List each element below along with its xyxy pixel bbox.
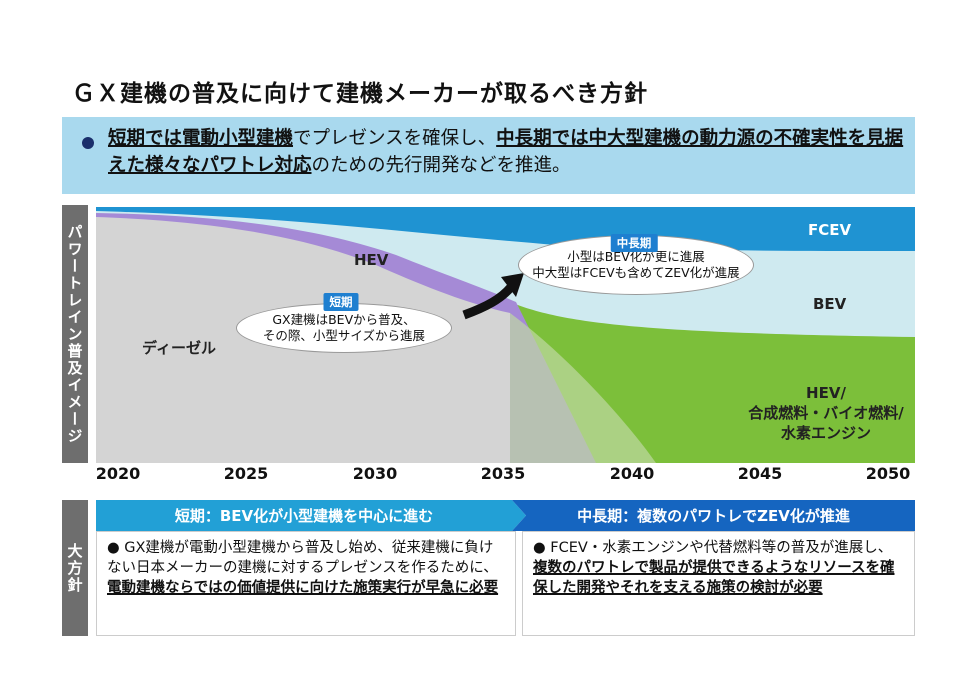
long-term-header-text: 中長期：複数のパワトレでZEV化が推進 <box>577 507 850 525</box>
policy-side-label: 大方針 <box>62 500 88 636</box>
long-term-body: ● FCEV・水素エンジンや代替燃料等の普及が進展し、複数のパワトレで製品が提供… <box>522 531 915 636</box>
arrow-head-icon <box>501 273 524 297</box>
page-title: ＧＸ建機の普及に向けて建機メーカーが取るべき方針 <box>72 81 648 107</box>
chart-side-label: パワートレイン普及イメージ <box>62 205 88 463</box>
short-term-emphasis: 電動建機ならではの価値提供に向けた施策実行が早急に必要 <box>107 580 499 596</box>
hev2-line2: 合成燃料・バイオ燃料/ <box>748 404 904 422</box>
arrow-icon <box>462 283 515 320</box>
year-tick: 2040 <box>609 464 655 483</box>
fcev-label: FCEV <box>808 221 852 239</box>
year-tick: 2045 <box>737 464 783 483</box>
badge-short-term: 短期 <box>323 293 359 311</box>
year-tick: 2020 <box>95 464 141 483</box>
bev-label: BEV <box>813 295 847 313</box>
summary-emphasis-1: 短期では電動小型建機 <box>108 128 294 149</box>
callout-short-term: GX建機はBEVから普及、 その際、小型サイズから進展 <box>236 303 452 353</box>
diesel-label: ディーゼル <box>142 339 216 357</box>
year-tick: 2030 <box>352 464 398 483</box>
year-tick: 2035 <box>480 464 526 483</box>
long-term-header: 中長期：複数のパワトレでZEV化が推進 <box>512 500 915 531</box>
powertrain-chart: FCEV BEV HEV ディーゼル HEV/ 合成燃料・バイオ燃料/ 水素エン… <box>96 207 915 463</box>
long-term-text: FCEV・水素エンジンや代替燃料等の普及が進展し、 <box>550 540 893 556</box>
short-term-header-text: 短期：BEV化が小型建機を中心に進む <box>174 507 434 525</box>
callout-long-line1: 小型はBEV化が更に進展 <box>567 249 705 264</box>
short-term-header: 短期：BEV化が小型建機を中心に進む <box>96 500 526 531</box>
summary-text-4: のための先行開発などを推進。 <box>311 155 571 176</box>
year-tick: 2050 <box>865 464 911 483</box>
short-term-text: GX建機が電動小型建機から普及し始め、従来建機に負けない日本メーカーの建機に対す… <box>107 540 498 576</box>
bullet-icon <box>82 137 94 149</box>
hev2-line3: 水素エンジン <box>780 424 871 442</box>
badge-long-term: 中長期 <box>610 234 658 252</box>
year-tick: 2025 <box>223 464 269 483</box>
callout-short-line2: その際、小型サイズから進展 <box>262 328 426 343</box>
callout-short-line1: GX建機はBEVから普及、 <box>272 312 416 327</box>
transition-area <box>510 313 656 463</box>
summary-box: 短期では電動小型建機でプレゼンスを確保し、中長期では中大型建機の動力源の不確実性… <box>62 117 915 194</box>
summary-text: 短期では電動小型建機でプレゼンスを確保し、中長期では中大型建機の動力源の不確実性… <box>108 125 908 179</box>
callout-long-line2: 中大型はFCEVも含めてZEV化が進展 <box>532 265 740 280</box>
summary-emphasis-2: 中長期では中大型建機の動力源の不確実性を見据えた様々なパワトレ対応 <box>108 128 904 176</box>
hev-synfuel-label: HEV/ 合成燃料・バイオ燃料/ 水素エンジン <box>736 383 916 443</box>
hev2-line1: HEV/ <box>806 384 846 402</box>
summary-text-2: でプレゼンスを確保し、 <box>293 128 497 149</box>
long-term-emphasis: 複数のパワトレで製品が提供できるようなリソースを確保した開発やそれを支える施策の… <box>533 560 895 596</box>
short-term-body: ● GX建機が電動小型建機から普及し始め、従来建機に負けない日本メーカーの建機に… <box>96 531 516 636</box>
hev-label: HEV <box>354 251 389 269</box>
